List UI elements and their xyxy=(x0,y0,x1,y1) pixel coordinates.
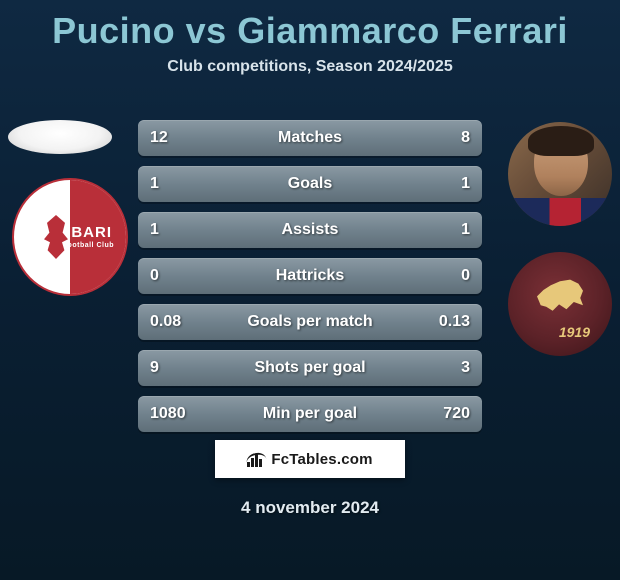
stat-label: Goals per match xyxy=(190,313,430,331)
brand-badge: FcTables.com xyxy=(215,440,405,478)
stat-label: Matches xyxy=(190,129,430,147)
brand-text: FcTables.com xyxy=(271,451,372,468)
stat-row: 1 Goals 1 xyxy=(138,166,482,202)
stat-left-value: 0 xyxy=(150,267,190,285)
player-right-avatar xyxy=(508,122,612,226)
player-left-club-logo: BARI Football Club xyxy=(12,178,128,296)
stat-label: Hattricks xyxy=(190,267,430,285)
player-right-club-logo: 1919 xyxy=(508,252,612,356)
stat-row: 0 Hattricks 0 xyxy=(138,258,482,294)
seahorse-icon xyxy=(537,278,583,318)
stat-right-value: 3 xyxy=(430,359,470,377)
stat-right-value: 1 xyxy=(430,221,470,239)
stat-right-value: 8 xyxy=(430,129,470,147)
stat-row: 0.08 Goals per match 0.13 xyxy=(138,304,482,340)
page-subtitle: Club competitions, Season 2024/2025 xyxy=(0,58,620,76)
stat-left-value: 9 xyxy=(150,359,190,377)
stat-row: 12 Matches 8 xyxy=(138,120,482,156)
club-left-sub: Football Club xyxy=(63,242,114,249)
stat-left-value: 1 xyxy=(150,221,190,239)
stat-label: Min per goal xyxy=(190,405,430,423)
rooster-icon xyxy=(41,215,71,259)
stat-row: 9 Shots per goal 3 xyxy=(138,350,482,386)
stat-right-value: 720 xyxy=(430,405,470,423)
stat-right-value: 1 xyxy=(430,175,470,193)
player-left-avatar xyxy=(8,120,112,154)
page-title: Pucino vs Giammarco Ferrari xyxy=(0,0,620,52)
stat-left-value: 12 xyxy=(150,129,190,147)
stat-label: Shots per goal xyxy=(190,359,430,377)
stat-row: 1 Assists 1 xyxy=(138,212,482,248)
stat-left-value: 1 xyxy=(150,175,190,193)
stat-right-value: 0.13 xyxy=(430,313,470,331)
stat-label: Goals xyxy=(190,175,430,193)
stat-row: 1080 Min per goal 720 xyxy=(138,396,482,432)
footer-date: 4 november 2024 xyxy=(0,498,620,518)
stat-right-value: 0 xyxy=(430,267,470,285)
stats-table: 12 Matches 8 1 Goals 1 1 Assists 1 0 Hat… xyxy=(138,120,482,442)
stat-left-value: 1080 xyxy=(150,405,190,423)
club-left-name: BARI xyxy=(71,224,112,241)
stat-left-value: 0.08 xyxy=(150,313,190,331)
club-right-year: 1919 xyxy=(559,324,590,340)
stat-label: Assists xyxy=(190,221,430,239)
chart-icon xyxy=(247,451,265,467)
